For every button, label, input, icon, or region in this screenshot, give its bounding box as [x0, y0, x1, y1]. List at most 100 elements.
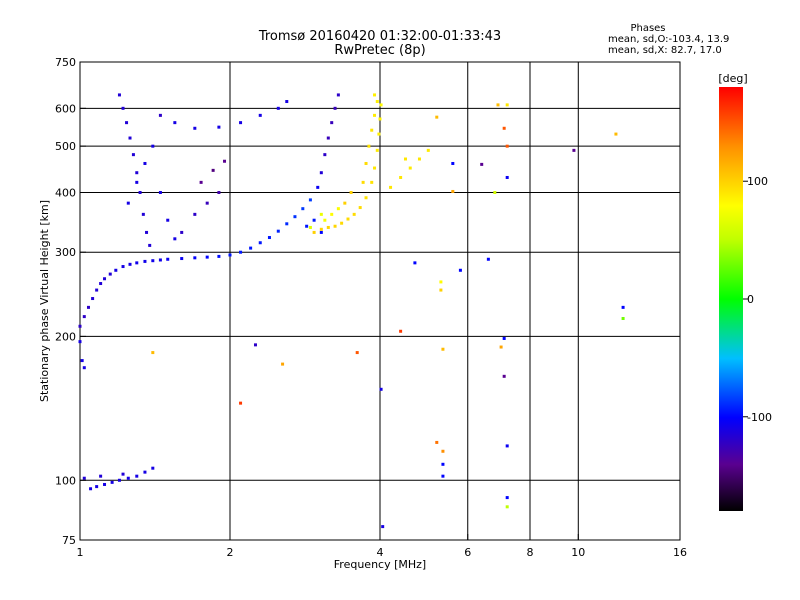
data-point-o [166, 218, 170, 222]
data-point-o [166, 257, 170, 261]
data-point-o [441, 474, 445, 478]
data-point-o [193, 212, 197, 216]
colorbar: [deg] 100 0 -100 [718, 72, 772, 511]
data-point-x [614, 132, 618, 136]
data-point-x [326, 225, 330, 229]
data-point-x [308, 225, 312, 229]
data-point-o [319, 171, 323, 175]
data-point-x [281, 362, 285, 366]
data-point-o [502, 336, 506, 340]
x-tick-label: 6 [464, 546, 471, 559]
data-point-o [89, 487, 93, 491]
y-tick-label: 100 [55, 474, 76, 487]
colorbar-label: [deg] [718, 72, 747, 85]
data-point-o [199, 180, 203, 184]
plot-area: 1 2 4 6 8 10 16 75 100 200 300 400 500 600 750 [55, 56, 687, 559]
data-point-x [375, 100, 379, 104]
data-point-o [126, 476, 130, 480]
data-point-x [312, 230, 316, 234]
data-point-o [158, 190, 162, 194]
data-point-o [151, 259, 155, 263]
y-tick-label: 600 [55, 102, 76, 115]
data-point-x [370, 128, 374, 132]
data-point-x [355, 351, 359, 355]
data-point-o [82, 476, 86, 480]
data-point-o [451, 161, 455, 165]
colorbar-gradient [719, 87, 743, 511]
data-point-o [103, 482, 107, 486]
data-point-x [426, 148, 430, 152]
data-point-o [505, 175, 509, 179]
data-point-o [173, 237, 177, 241]
data-point-x [323, 218, 327, 222]
data-point-o [135, 474, 139, 478]
data-point-o [143, 259, 147, 263]
data-point-x [505, 144, 509, 148]
data-point-x [361, 180, 365, 184]
chart-subtitle: RwPretec (8p) [334, 43, 425, 58]
data-point-o [114, 268, 118, 272]
data-point-o [258, 241, 262, 245]
data-point-x [370, 180, 374, 184]
data-points [78, 93, 625, 529]
data-point-o [82, 315, 86, 319]
data-point-o [117, 478, 121, 482]
data-point-x [151, 351, 155, 355]
data-point-x [373, 113, 377, 117]
data-point-x [441, 449, 445, 453]
data-point-o [158, 113, 162, 117]
data-point-x [373, 166, 377, 170]
data-point-x [319, 212, 323, 216]
x-tick-label: 10 [571, 546, 585, 559]
data-point-x [439, 280, 443, 284]
data-point-x [319, 227, 323, 231]
data-point-o [379, 387, 383, 391]
data-point-o [173, 121, 177, 125]
data-point-o [135, 261, 139, 265]
data-point-o [621, 305, 625, 309]
colorbar-tick-label: 100 [747, 175, 768, 188]
colorbar-ticks: 100 0 -100 [743, 175, 772, 424]
gridlines [80, 62, 680, 540]
data-point-x [417, 157, 421, 161]
data-point-o [193, 126, 197, 130]
data-point-o [138, 190, 142, 194]
data-point-o [305, 224, 309, 228]
data-point-x [333, 224, 337, 228]
data-point-o [505, 496, 509, 500]
data-point-x [379, 103, 383, 107]
data-point-o [82, 366, 86, 370]
data-point-x [505, 505, 509, 509]
data-point-o [78, 324, 82, 328]
chart-title: Tromsø 20160420 01:32:00-01:33:43 [258, 29, 501, 44]
data-point-o [223, 159, 227, 163]
data-point-x [403, 157, 407, 161]
data-point-o [193, 256, 197, 260]
data-point-o [249, 246, 253, 250]
data-point-o [95, 485, 99, 489]
x-tick-label: 4 [377, 546, 384, 559]
data-point-x [377, 132, 381, 136]
x-axis-ticks: 1 2 4 6 8 10 16 [77, 534, 687, 559]
data-point-o [99, 474, 103, 478]
data-point-o [148, 243, 152, 247]
data-point-x [375, 148, 379, 152]
data-point-o [143, 161, 147, 165]
data-point-o [121, 106, 125, 110]
data-point-x [364, 161, 368, 165]
data-point-x [435, 115, 439, 119]
data-point-x [364, 196, 368, 200]
data-point-x [389, 185, 393, 189]
data-point-o [301, 207, 305, 211]
y-tick-label: 750 [55, 56, 76, 69]
y-tick-label: 500 [55, 140, 76, 153]
data-point-o [326, 136, 330, 140]
data-point-o [333, 106, 337, 110]
data-point-o [205, 255, 209, 259]
data-point-x [346, 217, 350, 221]
data-point-o [276, 229, 280, 233]
data-point-o [572, 148, 576, 152]
data-point-x [441, 347, 445, 351]
data-point-o [126, 201, 130, 205]
data-point-o [128, 262, 132, 266]
